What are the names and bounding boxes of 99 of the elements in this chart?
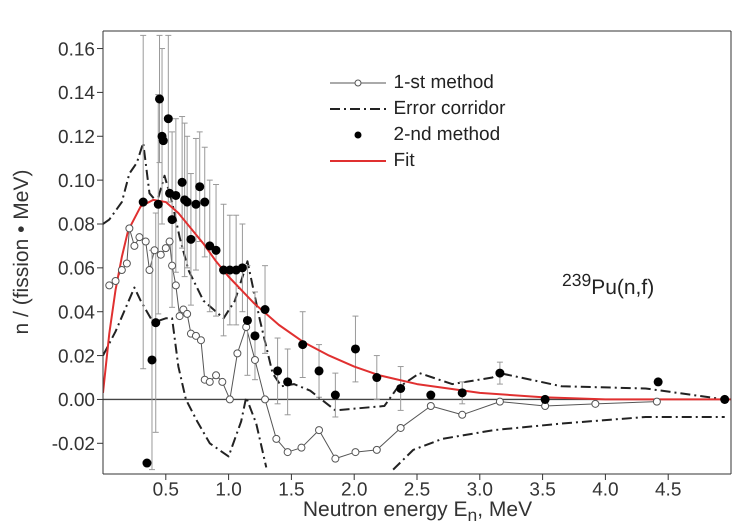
x-axis-title: Neutron energy E$_{n}$, MeV — [302, 498, 532, 526]
y-tick-label: 0.02 — [58, 346, 95, 368]
x-tick-label: 0.5 — [152, 479, 180, 500]
y-tick-label: 0.08 — [58, 214, 95, 236]
point — [130, 242, 138, 250]
point — [183, 310, 192, 318]
x-tick-label: 4.5 — [654, 479, 682, 500]
point — [168, 262, 176, 270]
point — [178, 178, 187, 187]
x-tick-label: 4.0 — [592, 479, 619, 500]
point — [396, 424, 405, 432]
point — [315, 426, 324, 434]
point — [350, 344, 360, 354]
point — [151, 318, 160, 328]
legend-label: 2-nd method — [394, 124, 500, 146]
point — [125, 224, 134, 232]
point — [495, 368, 504, 378]
point — [458, 388, 467, 398]
point — [142, 238, 150, 246]
point — [158, 136, 168, 146]
point — [330, 390, 340, 400]
point — [154, 200, 163, 209]
point — [195, 182, 204, 192]
x-tick-label: 2.0 — [340, 479, 368, 500]
point — [654, 377, 663, 386]
y-axis-title: n / (fission • MeV) — [10, 170, 34, 334]
point — [331, 454, 340, 463]
point — [284, 448, 292, 456]
point — [396, 384, 406, 393]
point — [172, 281, 180, 290]
point — [171, 190, 180, 200]
x-tick-label: 1.5 — [278, 479, 305, 500]
point — [166, 238, 174, 246]
x-tick-label: 1.0 — [215, 479, 242, 500]
point — [196, 336, 205, 344]
point — [540, 394, 550, 404]
y-tick-label: 0.04 — [58, 302, 96, 324]
point — [226, 395, 234, 404]
y-tick-label: 0.14 — [58, 83, 96, 104]
point — [591, 400, 600, 408]
point — [238, 263, 247, 272]
y-tick-label: 0.10 — [58, 170, 95, 192]
point — [250, 356, 259, 364]
point — [273, 366, 282, 376]
point — [372, 446, 381, 454]
point — [212, 371, 220, 380]
point — [118, 266, 126, 274]
point — [162, 244, 170, 252]
y-tick-label: 0.12 — [58, 127, 95, 148]
annotation: $^{239}$Pu(n,f) — [562, 270, 654, 300]
point — [297, 444, 306, 452]
point — [233, 349, 242, 358]
point — [283, 377, 292, 386]
point — [105, 281, 114, 290]
y-tick-label: 0.06 — [58, 258, 95, 280]
point — [112, 277, 120, 286]
point — [652, 398, 661, 406]
point — [145, 266, 154, 274]
legend-label: Fit — [394, 150, 415, 172]
point — [182, 198, 192, 207]
point — [200, 198, 210, 207]
point — [242, 316, 252, 325]
point — [250, 331, 260, 340]
y-tick-label: 0.16 — [58, 39, 95, 60]
point — [298, 340, 308, 350]
point — [135, 233, 144, 242]
point — [720, 394, 730, 404]
x-tick-label: 2.5 — [404, 479, 430, 500]
point — [496, 398, 504, 406]
x-tick-label: 3.0 — [466, 479, 494, 500]
point — [260, 305, 270, 314]
point — [192, 332, 200, 340]
point — [372, 373, 382, 382]
point — [176, 312, 184, 320]
point — [147, 355, 156, 364]
x-tick-label: 3.5 — [529, 479, 556, 500]
point — [168, 215, 177, 224]
point — [272, 434, 280, 443]
point — [426, 402, 435, 410]
point — [314, 366, 324, 376]
point — [122, 259, 131, 268]
point — [191, 200, 200, 209]
point — [426, 390, 436, 400]
y-tick-label: -0.02 — [52, 434, 95, 456]
point — [186, 234, 196, 244]
point — [212, 246, 221, 255]
point — [458, 410, 466, 419]
point — [261, 395, 270, 404]
point — [351, 448, 360, 456]
point — [206, 378, 214, 386]
legend-label: Error corridor — [394, 98, 506, 120]
point — [142, 458, 152, 468]
point — [156, 250, 165, 259]
point — [205, 241, 214, 250]
legend-label: 1-st method — [394, 72, 494, 94]
y-tick-label: 0.00 — [58, 390, 95, 412]
point — [164, 114, 173, 124]
point — [138, 198, 148, 207]
point — [218, 378, 226, 386]
